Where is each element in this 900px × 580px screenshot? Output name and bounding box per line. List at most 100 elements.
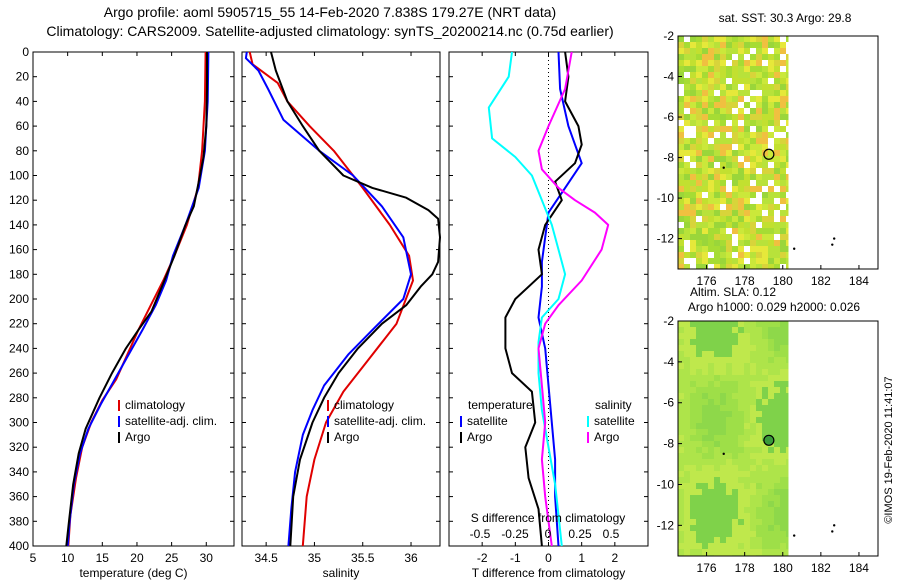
sla-grid-cell [744, 465, 750, 471]
sla-grid-cell [750, 477, 756, 483]
salinity-series-argo [270, 51, 441, 547]
sst-grid-cell [708, 174, 714, 180]
sla-grid-cell [756, 471, 762, 477]
sla-grid-cell [678, 399, 684, 405]
sst-grid-cell [774, 246, 780, 252]
sla-grid-cell [738, 507, 744, 513]
sla-grid-cell [696, 471, 702, 477]
sla-grid-cell [714, 507, 720, 513]
sla-grid-cell [756, 405, 762, 411]
sla-grid-cell [768, 357, 774, 363]
sst-grid-cell [684, 66, 690, 72]
sst-grid-cell [690, 96, 696, 102]
sla-grid-cell [702, 495, 708, 501]
sla-grid-cell [678, 531, 684, 537]
sla-grid-cell [744, 543, 750, 549]
sla-grid-cell [690, 339, 696, 345]
sla-grid-cell [738, 513, 744, 519]
sla-grid-cell [720, 465, 726, 471]
sst-grid-cell [786, 150, 789, 156]
sla-grid-cell [720, 387, 726, 393]
salinity-xtick-label: 35 [308, 551, 322, 565]
diff-legend-salinity-argo: Argo [594, 430, 620, 444]
sla-grid-cell [726, 543, 732, 549]
sla-grid-cell [696, 537, 702, 543]
sst-grid-cell [780, 186, 786, 192]
sst-grid-cell [702, 168, 708, 174]
sst-grid-cell [768, 36, 774, 42]
sst-grid-cell [720, 126, 726, 132]
sst-grid-cell [678, 72, 684, 78]
sla-grid-cell [714, 495, 720, 501]
sst-grid-cell [738, 234, 744, 240]
sst-grid-cell [780, 42, 786, 48]
sst-grid-cell [732, 162, 738, 168]
sst-grid-cell [708, 180, 714, 186]
sla-grid-cell [732, 531, 738, 537]
sst-grid-cell [720, 60, 726, 66]
sst-grid-cell [756, 258, 762, 264]
sst-grid-cell [738, 54, 744, 60]
sst-grid-cell [720, 90, 726, 96]
sla-grid-cell [774, 459, 780, 465]
sst-grid-cell [726, 204, 732, 210]
sst-grid-cell [696, 192, 702, 198]
diff-legend-temperature-argo: Argo [467, 430, 493, 444]
sst-grid-cell [708, 258, 714, 264]
sla-grid-cell [738, 537, 744, 543]
sst-grid-cell [786, 132, 789, 138]
sst-grid-cell [762, 84, 768, 90]
sst-grid-cell [732, 138, 738, 144]
sla-grid-cell [732, 417, 738, 423]
sla-grid-cell [678, 393, 684, 399]
figure-title-line1: Argo profile: aoml 5905715_55 14-Feb-202… [103, 4, 557, 20]
sla-grid-cell [732, 387, 738, 393]
sla-grid-cell [762, 453, 768, 459]
sst-grid-cell [714, 258, 720, 264]
sla-grid-cell [696, 525, 702, 531]
sst-grid-cell [762, 246, 768, 252]
sla-grid-cell [774, 483, 780, 489]
sst-grid-cell [690, 222, 696, 228]
sla-grid-cell [750, 381, 756, 387]
sst-grid-cell [774, 54, 780, 60]
sst-grid-cell [756, 138, 762, 144]
sst-grid-cell [786, 114, 789, 120]
sst-grid-cell [678, 198, 684, 204]
sst-grid-cell [750, 192, 756, 198]
sla-grid-cell [732, 441, 738, 447]
sst-grid-cell [762, 240, 768, 246]
sst-grid-cell [702, 222, 708, 228]
sla-grid-cell [696, 423, 702, 429]
sst-grid-cell [762, 126, 768, 132]
sla-grid-cell [750, 441, 756, 447]
sla-grid-cell [714, 477, 720, 483]
sst-grid-cell [720, 42, 726, 48]
sla-grid-cell [786, 351, 789, 357]
sla-grid-cell [702, 393, 708, 399]
sst-grid-cell [750, 234, 756, 240]
sla-grid-cell [690, 369, 696, 375]
temperature-legend-label: climatology [125, 398, 185, 412]
sla-grid-cell [678, 465, 684, 471]
sla-grid-cell [696, 441, 702, 447]
sst-grid-cell [696, 204, 702, 210]
sla-grid-cell [762, 327, 768, 333]
sla-grid-cell [714, 345, 720, 351]
sla-grid-cell [690, 507, 696, 513]
sla-grid-cell [774, 465, 780, 471]
sst-grid-cell [756, 84, 762, 90]
sst-grid-cell [750, 132, 756, 138]
sst-grid-cell [714, 180, 720, 186]
sla-map-xtick-label: 184 [849, 561, 869, 575]
depth-tick-label: 320 [9, 440, 29, 454]
sst-grid-cell [774, 156, 780, 162]
sst-grid-cell [708, 228, 714, 234]
sla-grid-cell [714, 483, 720, 489]
sla-grid-cell [768, 399, 774, 405]
sla-grid-cell [738, 411, 744, 417]
sst-grid-cell [720, 180, 726, 186]
sla-grid-cell [708, 471, 714, 477]
sla-grid-cell [720, 435, 726, 441]
sst-grid-cell [744, 114, 750, 120]
